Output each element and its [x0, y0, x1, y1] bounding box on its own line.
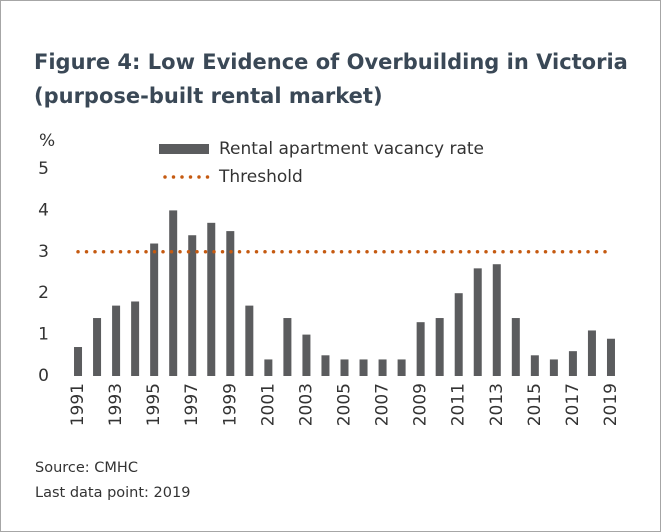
bar: [435, 318, 444, 376]
chart-title: Figure 4: Low Evidence of Overbuilding i…: [34, 50, 628, 108]
x-tick-label: 2005: [335, 383, 355, 426]
bar: [264, 359, 273, 376]
bar: [359, 359, 368, 376]
bar: [492, 264, 501, 376]
bar: [93, 318, 102, 376]
y-axis-label: %: [39, 131, 55, 151]
x-tick-label: 2019: [601, 383, 621, 426]
bar: [112, 305, 121, 376]
bar: [340, 359, 349, 376]
bar: [454, 293, 463, 376]
x-tick-label: 1993: [106, 383, 126, 426]
x-tick-label: 2013: [487, 383, 507, 426]
bar: [397, 359, 406, 376]
y-tick-label: 4: [38, 200, 49, 220]
x-tick-label: 1991: [68, 383, 88, 426]
bar: [150, 243, 159, 376]
bar: [568, 351, 577, 376]
bar: [416, 322, 425, 376]
x-tick-label: 2001: [258, 383, 278, 426]
x-tick-label: 2017: [563, 383, 583, 426]
bar: [587, 330, 596, 376]
legend-label: Rental apartment vacancy rate: [219, 139, 484, 159]
bar: [283, 318, 292, 376]
y-tick-label: 0: [38, 366, 49, 386]
data-note: Last data point: 2019: [35, 485, 190, 501]
bar: [207, 222, 216, 376]
bar: [188, 235, 197, 376]
bar: [530, 355, 539, 376]
bar: [245, 305, 254, 376]
bar: [606, 338, 615, 376]
bar: [169, 210, 178, 376]
x-tick-label: 2007: [373, 383, 393, 426]
legend-label: Threshold: [218, 167, 303, 187]
x-tick-label: 1997: [182, 383, 202, 426]
y-tick-label: 1: [38, 325, 49, 345]
bar: [473, 268, 482, 376]
bar: [302, 334, 311, 376]
x-tick-label: 2015: [525, 383, 545, 426]
y-tick-label: 3: [38, 242, 49, 262]
bar: [321, 355, 330, 376]
x-tick-label: 2003: [296, 383, 316, 426]
y-tick-label: 2: [38, 283, 49, 303]
y-tick-label: 5: [38, 159, 49, 179]
x-tick-label: 2011: [449, 383, 469, 426]
x-tick-label: 1995: [144, 383, 164, 426]
bar: [226, 231, 235, 376]
bar: [549, 359, 558, 376]
bar: [131, 301, 140, 376]
source-note: Source: CMHC: [35, 460, 138, 476]
bar: [378, 359, 387, 376]
x-tick-label: 1999: [220, 383, 240, 426]
bar: [511, 318, 520, 376]
bar: [74, 347, 83, 376]
x-tick-label: 2009: [411, 383, 431, 426]
legend-swatch: [159, 144, 209, 154]
